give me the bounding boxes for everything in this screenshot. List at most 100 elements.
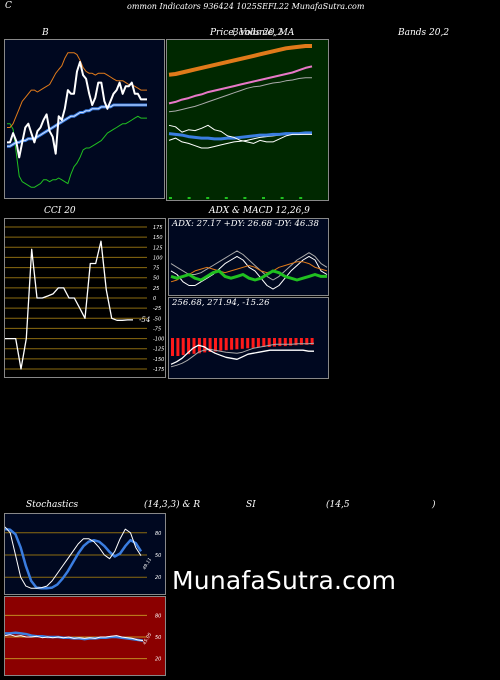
cci-tick-label: -150 bbox=[153, 357, 164, 363]
bollinger-panel bbox=[4, 39, 165, 199]
rsi-white-line bbox=[5, 634, 144, 642]
ma-blue-line bbox=[168, 131, 312, 141]
macd-histogram-bar bbox=[267, 338, 271, 347]
cci-tick-label: -25 bbox=[153, 306, 161, 312]
stoch-title-4: (14,5 bbox=[326, 500, 350, 510]
macd-histogram-bar bbox=[224, 338, 228, 351]
cci-tick-label: -50 bbox=[153, 316, 161, 322]
macd-signal-line bbox=[170, 342, 315, 368]
rsi-chart: 80 50 20 45.05 bbox=[5, 613, 161, 663]
cci-tick-label: -100 bbox=[153, 337, 164, 343]
macd-histogram-bar bbox=[299, 338, 303, 345]
macd-histogram-bar bbox=[289, 338, 293, 346]
bb-price-line bbox=[7, 61, 147, 159]
watermark: MunafaSutra.com bbox=[172, 566, 397, 595]
cci-chart: 175 150 125 100 75 50 25 0 -25 -50 -75 -100 -125 -150… bbox=[5, 225, 164, 373]
price-white-line bbox=[168, 124, 312, 144]
macd-histogram-bar bbox=[181, 338, 185, 356]
cci-line bbox=[5, 240, 133, 370]
adx-panel bbox=[168, 218, 329, 296]
cci-tick-label: -75 bbox=[153, 326, 161, 332]
stoch-last-label: 49.11 bbox=[142, 557, 154, 571]
stoch-d-line bbox=[5, 527, 143, 590]
stoch-tick-label: 50 bbox=[155, 553, 161, 559]
macd-line bbox=[170, 344, 314, 365]
adx-orange-line bbox=[170, 261, 328, 283]
volume-bar bbox=[169, 197, 172, 199]
macd-histogram-bar bbox=[235, 338, 239, 350]
rsi-tick-label: 20 bbox=[155, 657, 161, 663]
macd-histogram-bar bbox=[246, 338, 250, 349]
adx-white-line bbox=[170, 255, 328, 290]
adx-title: ADX & MACD 12,26,9 bbox=[209, 206, 310, 216]
rsi-tick-label: 80 bbox=[155, 613, 161, 619]
stoch-k-line bbox=[5, 526, 142, 589]
volume-bar bbox=[299, 197, 303, 199]
macd-histogram-bar bbox=[214, 338, 217, 352]
macd-histogram-bar bbox=[294, 338, 298, 346]
cci-tick-label: -125 bbox=[153, 347, 164, 353]
cci-tick-label: 75 bbox=[153, 266, 159, 272]
price-title: Price, Volume, MA bbox=[210, 28, 295, 38]
ma-pink-line bbox=[168, 65, 313, 105]
macd-histogram-bar bbox=[310, 338, 314, 345]
macd-histogram-bar bbox=[208, 338, 212, 352]
cci-panel: 175 150 125 100 75 50 25 0 -25 -50 -75 -100 -125 -150… bbox=[4, 218, 166, 378]
macd-histogram-bar bbox=[230, 338, 234, 350]
adx-gray-line bbox=[170, 250, 328, 281]
rsi-tick-label: 50 bbox=[155, 635, 161, 641]
stoch-title-2: (14,3,3) & R bbox=[144, 500, 201, 510]
cci-tick-label: 150 bbox=[153, 235, 163, 241]
volume-bar bbox=[280, 197, 284, 199]
macd-histogram-bar bbox=[203, 338, 207, 353]
bands-title: Bands 20,2 bbox=[398, 28, 450, 38]
cci-last-label: -54 bbox=[139, 316, 150, 324]
cci-tick-label: 50 bbox=[153, 276, 159, 282]
adx-green-line bbox=[170, 269, 327, 282]
macd-histogram-bar bbox=[176, 338, 180, 356]
stoch-tick-label: 20 bbox=[155, 575, 161, 581]
cci-tick-label: 175 bbox=[153, 225, 163, 231]
macd-histogram-bar bbox=[262, 338, 266, 347]
macd-values: 256.68, 271.94, -15.26 bbox=[172, 298, 270, 308]
macd-histogram-bar bbox=[256, 338, 260, 348]
price-ma-panel bbox=[166, 39, 329, 201]
cci-tick-label: -175 bbox=[153, 367, 164, 373]
cci-title: CCI 20 bbox=[44, 206, 76, 216]
cci-tick-label: 100 bbox=[153, 255, 163, 261]
volume-bar bbox=[187, 197, 191, 199]
macd-histogram-bar bbox=[278, 338, 282, 347]
macd-histogram-bar bbox=[192, 338, 196, 354]
macd-histogram-bar bbox=[187, 338, 191, 355]
header-c: C bbox=[5, 1, 12, 11]
rsi-last-label: 45.05 bbox=[142, 632, 154, 646]
volume-bar bbox=[224, 197, 228, 199]
stoch-title-1: Stochastics bbox=[26, 500, 79, 510]
bb-upper-line bbox=[7, 115, 147, 188]
cci-tick-label: 0 bbox=[153, 296, 156, 302]
macd-histogram-bar bbox=[283, 338, 287, 347]
stoch-tick-label: 80 bbox=[155, 531, 161, 537]
macd-histogram-bar bbox=[273, 338, 276, 347]
macd-chart bbox=[170, 338, 315, 368]
volume-bar bbox=[262, 197, 265, 199]
bollinger-chart bbox=[7, 52, 147, 188]
macd-panel bbox=[168, 297, 329, 379]
ma-orange-line bbox=[168, 44, 312, 77]
macd-histogram-bar bbox=[240, 338, 244, 349]
macd-histogram-bar bbox=[305, 338, 309, 345]
price-title-overlay: Bands 20,2 bbox=[232, 28, 284, 38]
macd-histogram-bar bbox=[219, 338, 223, 351]
rsi-panel: 80 50 20 45.05 bbox=[4, 596, 166, 676]
adx-chart bbox=[170, 250, 328, 290]
volume-bar bbox=[243, 197, 247, 199]
header-text: ommon Indicators 936424 1025SEFL22 Munaf… bbox=[127, 2, 365, 11]
volume-bar bbox=[206, 197, 210, 199]
bb-lower-line bbox=[7, 52, 147, 128]
cci-tick-label: 25 bbox=[153, 286, 159, 292]
adx-values: ADX: 27.17 +DY: 26.68 -DY: 46.38 bbox=[172, 219, 319, 229]
bb-middle-core-line bbox=[7, 104, 147, 147]
macd-histogram-bar bbox=[171, 338, 174, 356]
ma-gray-line bbox=[168, 77, 312, 113]
